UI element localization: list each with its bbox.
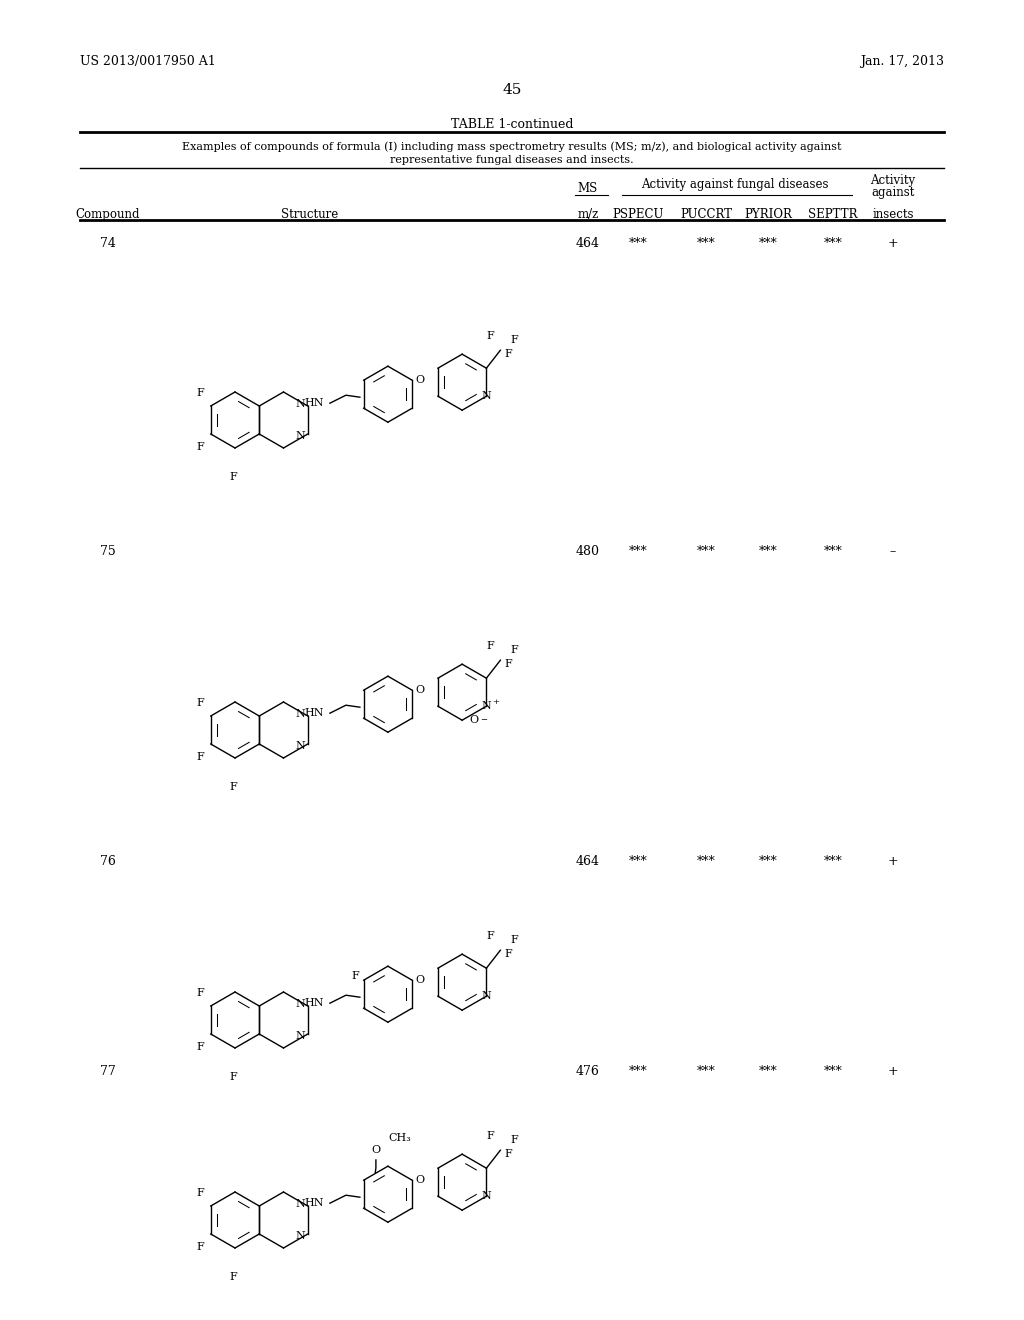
Text: CH₃: CH₃ <box>388 1133 411 1143</box>
Text: ***: *** <box>823 545 843 558</box>
Text: PSPECU: PSPECU <box>612 209 664 220</box>
Text: N: N <box>295 399 305 409</box>
Text: ***: *** <box>823 1065 843 1078</box>
Text: representative fungal diseases and insects.: representative fungal diseases and insec… <box>390 154 634 165</box>
Text: +: + <box>888 855 898 869</box>
Text: 45: 45 <box>503 83 521 96</box>
Text: N: N <box>295 1199 305 1209</box>
Text: ***: *** <box>696 545 716 558</box>
Text: Activity: Activity <box>870 174 915 187</box>
Text: F: F <box>505 350 512 359</box>
Text: m/z: m/z <box>578 209 599 220</box>
Text: F: F <box>486 642 495 651</box>
Text: F: F <box>197 442 204 451</box>
Text: N: N <box>295 1232 305 1241</box>
Text: ***: *** <box>629 855 647 869</box>
Text: N: N <box>481 991 492 1001</box>
Text: HN: HN <box>304 709 324 718</box>
Text: N: N <box>295 742 305 751</box>
Text: 75: 75 <box>100 545 116 558</box>
Text: HN: HN <box>304 1199 324 1208</box>
Text: F: F <box>505 659 512 669</box>
Text: F: F <box>229 1272 238 1283</box>
Text: F: F <box>511 935 518 945</box>
Text: 76: 76 <box>100 855 116 869</box>
Text: ***: *** <box>759 1065 777 1078</box>
Text: F: F <box>197 989 204 998</box>
Text: N: N <box>295 709 305 719</box>
Text: O: O <box>372 1144 381 1155</box>
Text: F: F <box>486 331 495 341</box>
Text: PUCCRT: PUCCRT <box>680 209 732 220</box>
Text: +: + <box>492 698 499 706</box>
Text: against: against <box>871 186 914 199</box>
Text: 464: 464 <box>575 855 600 869</box>
Text: +: + <box>888 238 898 249</box>
Text: F: F <box>511 645 518 655</box>
Text: N: N <box>295 999 305 1008</box>
Text: ***: *** <box>759 545 777 558</box>
Text: F: F <box>505 949 512 960</box>
Text: TABLE 1-continued: TABLE 1-continued <box>451 117 573 131</box>
Text: PYRIOR: PYRIOR <box>744 209 792 220</box>
Text: F: F <box>197 698 204 709</box>
Text: F: F <box>197 1041 204 1052</box>
Text: F: F <box>486 1131 495 1142</box>
Text: F: F <box>229 473 238 482</box>
Text: ***: *** <box>629 1065 647 1078</box>
Text: 480: 480 <box>575 545 600 558</box>
Text: F: F <box>229 1072 238 1082</box>
Text: Compound: Compound <box>76 209 140 220</box>
Text: ***: *** <box>759 855 777 869</box>
Text: HN: HN <box>304 399 324 408</box>
Text: F: F <box>505 1150 512 1159</box>
Text: F: F <box>352 972 359 981</box>
Text: F: F <box>229 783 238 792</box>
Text: O: O <box>416 1175 425 1185</box>
Text: F: F <box>197 751 204 762</box>
Text: N: N <box>295 1031 305 1041</box>
Text: 464: 464 <box>575 238 600 249</box>
Text: ***: *** <box>696 855 716 869</box>
Text: Examples of compounds of formula (I) including mass spectrometry results (MS; m/: Examples of compounds of formula (I) inc… <box>182 141 842 152</box>
Text: ***: *** <box>629 238 647 249</box>
Text: ***: *** <box>759 238 777 249</box>
Text: F: F <box>511 1135 518 1146</box>
Text: O: O <box>416 375 425 385</box>
Text: N: N <box>481 391 492 401</box>
Text: Activity against fungal diseases: Activity against fungal diseases <box>641 178 828 191</box>
Text: 476: 476 <box>577 1065 600 1078</box>
Text: N: N <box>481 1191 492 1201</box>
Text: HN: HN <box>304 998 324 1008</box>
Text: insects: insects <box>872 209 913 220</box>
Text: ***: *** <box>823 855 843 869</box>
Text: MS: MS <box>578 182 598 195</box>
Text: –: – <box>890 545 896 558</box>
Text: O: O <box>470 715 479 725</box>
Text: 74: 74 <box>100 238 116 249</box>
Text: Structure: Structure <box>282 209 339 220</box>
Text: SEPTTR: SEPTTR <box>808 209 858 220</box>
Text: −: − <box>480 717 486 725</box>
Text: O: O <box>416 975 425 985</box>
Text: F: F <box>486 931 495 941</box>
Text: O: O <box>416 685 425 696</box>
Text: N: N <box>295 432 305 441</box>
Text: +: + <box>888 1065 898 1078</box>
Text: F: F <box>197 1242 204 1251</box>
Text: 77: 77 <box>100 1065 116 1078</box>
Text: ***: *** <box>696 1065 716 1078</box>
Text: ***: *** <box>823 238 843 249</box>
Text: US 2013/0017950 A1: US 2013/0017950 A1 <box>80 55 216 69</box>
Text: F: F <box>197 388 204 399</box>
Text: N: N <box>481 701 492 711</box>
Text: ***: *** <box>696 238 716 249</box>
Text: ***: *** <box>629 545 647 558</box>
Text: Jan. 17, 2013: Jan. 17, 2013 <box>860 55 944 69</box>
Text: F: F <box>197 1188 204 1199</box>
Text: F: F <box>511 335 518 346</box>
